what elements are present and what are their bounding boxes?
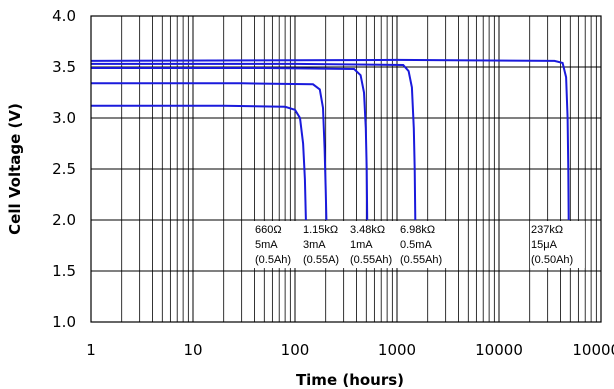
annotation-text: 5mA bbox=[255, 239, 278, 251]
series-annotation: 3.48kΩ 1mA (0.55Ah) bbox=[349, 221, 404, 268]
series-line bbox=[90, 58, 570, 221]
annotation-background bbox=[302, 221, 351, 268]
annotation-text: (0.55A) bbox=[303, 254, 339, 266]
series-line bbox=[91, 104, 307, 221]
y-tick-label: 1.5 bbox=[52, 262, 76, 280]
annotation-text: 1mA bbox=[350, 239, 373, 251]
y-tick-label: 2.5 bbox=[52, 160, 76, 178]
x-tick-label: 1000 bbox=[378, 341, 416, 359]
annotation-text: 6.98kΩ bbox=[400, 224, 435, 236]
annotation-background bbox=[399, 221, 454, 268]
x-tick-label: 10 bbox=[183, 341, 202, 359]
annotation-text: 3.48kΩ bbox=[350, 224, 385, 236]
annotation-text: (0.50Ah) bbox=[531, 254, 573, 266]
series-annotation: 6.98kΩ 0.5mA (0.55Ah) bbox=[399, 221, 454, 268]
series-annotation: 237kΩ 15μA (0.50Ah) bbox=[530, 221, 585, 268]
annotation-text: 1.15kΩ bbox=[303, 224, 338, 236]
annotation-text: 3mA bbox=[303, 239, 326, 251]
y-tick-label: 4.0 bbox=[52, 7, 76, 25]
annotation-text: 660Ω bbox=[255, 224, 282, 236]
annotation-text: 0.5mA bbox=[400, 239, 432, 251]
series-line bbox=[91, 82, 328, 221]
series-annotation: 660Ω 5mA (0.5Ah) bbox=[254, 221, 303, 268]
annotation-background bbox=[349, 221, 404, 268]
grid-layer bbox=[91, 16, 601, 322]
x-tick-label: 100000 bbox=[572, 341, 614, 359]
y-tick-label: 3.0 bbox=[52, 109, 76, 127]
x-tick-label: 10000 bbox=[475, 341, 523, 359]
series-layer bbox=[90, 58, 570, 221]
annotation-background bbox=[530, 221, 585, 268]
y-tick-labels: 1.0 1.5 2.0 2.5 3.0 3.5 4.0 bbox=[52, 7, 76, 331]
series-line bbox=[91, 67, 369, 221]
y-axis-title: Cell Voltage (V) bbox=[6, 103, 24, 235]
y-tick-label: 1.0 bbox=[52, 313, 76, 331]
x-axis-title: Time (hours) bbox=[296, 371, 404, 389]
x-tick-label: 100 bbox=[281, 341, 310, 359]
series-annotations: 660Ω 5mA (0.5Ah) 1.15kΩ 3mA (0.55A) 3.48kΩ 1mA (… bbox=[254, 221, 585, 268]
annotation-text: (0.55Ah) bbox=[350, 254, 392, 266]
x-tick-labels: 1 10 100 1000 10000 100000 bbox=[86, 341, 614, 359]
series-annotation: 1.15kΩ 3mA (0.55A) bbox=[302, 221, 351, 268]
annotation-text: 15μA bbox=[531, 239, 558, 251]
annotation-background bbox=[254, 221, 303, 268]
series-line bbox=[91, 62, 417, 221]
y-tick-label: 2.0 bbox=[52, 211, 76, 229]
annotation-text: (0.5Ah) bbox=[255, 254, 291, 266]
annotation-text: (0.55Ah) bbox=[400, 254, 442, 266]
x-tick-label: 1 bbox=[86, 341, 96, 359]
plot-frame bbox=[90, 15, 602, 323]
y-tick-label: 3.5 bbox=[52, 58, 76, 76]
annotation-text: 237kΩ bbox=[531, 224, 563, 236]
